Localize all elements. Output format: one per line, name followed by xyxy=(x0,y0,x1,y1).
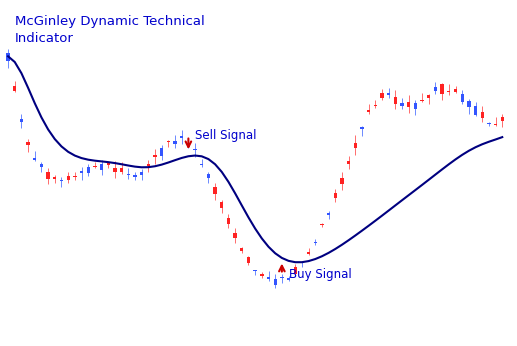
Bar xyxy=(500,117,504,121)
Bar xyxy=(494,124,497,125)
Bar xyxy=(394,97,397,104)
Bar xyxy=(320,224,324,225)
Bar xyxy=(427,95,431,98)
Bar xyxy=(461,94,464,102)
Bar xyxy=(447,91,450,92)
Bar xyxy=(200,164,203,165)
Bar xyxy=(173,141,177,144)
Text: Buy Signal: Buy Signal xyxy=(288,268,352,281)
Bar xyxy=(60,180,63,181)
Bar xyxy=(147,164,150,166)
Bar xyxy=(154,155,157,157)
Bar xyxy=(467,101,470,107)
Bar xyxy=(294,267,297,274)
Bar xyxy=(253,270,257,272)
Bar xyxy=(86,167,90,173)
Bar xyxy=(214,187,217,194)
Bar xyxy=(227,218,230,224)
Bar xyxy=(107,163,110,165)
Bar xyxy=(127,174,130,175)
Text: Sell Signal: Sell Signal xyxy=(195,129,256,142)
Bar xyxy=(80,171,83,173)
Bar xyxy=(480,112,484,118)
Bar xyxy=(287,278,290,280)
Bar xyxy=(160,148,163,156)
Bar xyxy=(381,93,384,98)
Bar xyxy=(347,161,351,164)
Text: McGinley Dynamic Technical
Indicator: McGinley Dynamic Technical Indicator xyxy=(15,15,205,45)
Bar xyxy=(67,176,70,180)
Bar xyxy=(387,93,390,95)
Bar xyxy=(20,119,23,122)
Bar xyxy=(140,172,143,175)
Bar xyxy=(307,252,310,254)
Bar xyxy=(360,127,363,129)
Bar xyxy=(193,149,197,150)
Bar xyxy=(247,257,250,263)
Bar xyxy=(440,84,444,93)
Bar xyxy=(367,110,370,112)
Bar xyxy=(487,123,491,124)
Bar xyxy=(407,102,410,107)
Bar xyxy=(474,106,477,115)
Bar xyxy=(314,242,317,243)
Bar xyxy=(113,169,117,172)
Bar xyxy=(47,172,50,179)
Bar xyxy=(414,103,417,109)
Bar xyxy=(187,143,190,147)
Bar xyxy=(120,169,123,172)
Bar xyxy=(207,174,210,177)
Bar xyxy=(180,136,184,138)
Bar xyxy=(400,103,404,106)
Bar xyxy=(6,53,10,61)
Bar xyxy=(354,143,357,148)
Bar xyxy=(73,176,77,177)
Bar xyxy=(220,202,223,208)
Bar xyxy=(340,177,344,184)
Bar xyxy=(234,233,237,238)
Bar xyxy=(40,164,43,167)
Bar xyxy=(133,175,136,177)
Bar xyxy=(53,177,56,179)
Bar xyxy=(26,142,30,145)
Bar xyxy=(33,158,37,160)
Bar xyxy=(267,276,270,279)
Bar xyxy=(454,89,457,92)
Bar xyxy=(260,274,264,276)
Bar xyxy=(166,141,170,142)
Bar xyxy=(434,87,437,91)
Bar xyxy=(100,164,103,170)
Bar xyxy=(13,86,17,91)
Bar xyxy=(240,248,244,251)
Bar xyxy=(333,193,337,198)
Bar xyxy=(273,279,277,285)
Bar xyxy=(327,213,330,215)
Bar xyxy=(374,105,377,106)
Bar xyxy=(93,166,97,167)
Bar xyxy=(300,262,303,263)
Bar xyxy=(420,100,424,101)
Bar xyxy=(280,277,283,279)
